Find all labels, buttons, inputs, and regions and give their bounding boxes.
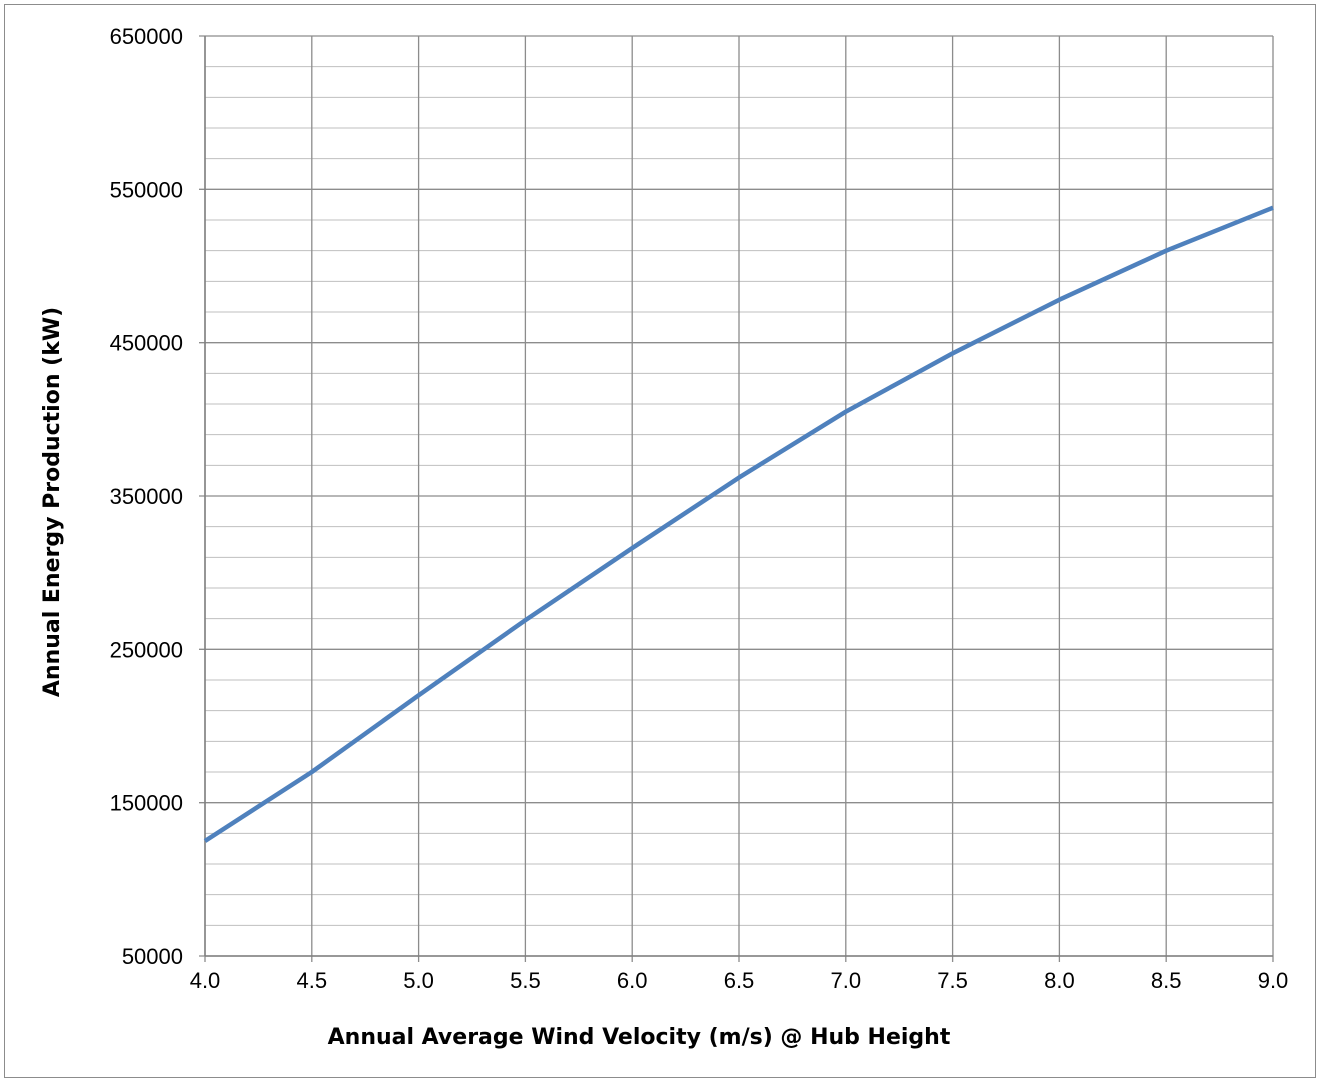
x-tick-label: 5.0 <box>403 968 434 993</box>
x-axis-ticks: 4.0 4.5 5.0 5.5 6.0 6.5 7.0 7.5 8.0 8.5 9.0 <box>190 968 1289 993</box>
y-tick-label: 350000 <box>110 484 183 509</box>
line-chart: 4.0 4.5 5.0 5.5 6.0 6.5 7.0 7.5 8.0 8.5 9.0 650000… <box>40 24 1289 1050</box>
series-line-0 <box>203 205 1274 843</box>
x-axis-title: Annual Average Wind Velocity (m/s) @ Hub… <box>328 1025 951 1050</box>
y-tick-label: 650000 <box>110 24 183 49</box>
y-tick-label: 250000 <box>110 637 183 662</box>
y-axis-ticks: 650000 550000 450000 350000 250000 150000 5000… <box>110 24 183 969</box>
x-tick-label: 8.0 <box>1044 968 1075 993</box>
x-tick-label: 9.0 <box>1258 968 1289 993</box>
x-tick-label: 6.5 <box>724 968 755 993</box>
chart-frame: 4.0 4.5 5.0 5.5 6.0 6.5 7.0 7.5 8.0 8.5 9.0 650000… <box>4 4 1316 1078</box>
x-tick-label: 4.0 <box>190 968 221 993</box>
y-axis-title: Annual Energy Production (kW) <box>40 307 65 697</box>
y-tick-label: 450000 <box>110 331 183 356</box>
x-tick-label: 8.5 <box>1151 968 1182 993</box>
y-tick-label: 550000 <box>110 177 183 202</box>
x-tick-label: 7.0 <box>831 968 862 993</box>
series <box>203 205 1274 843</box>
x-tick-label: 6.0 <box>617 968 648 993</box>
y-tick-label: 50000 <box>122 944 183 969</box>
x-tick-label: 4.5 <box>297 968 328 993</box>
axes <box>204 36 1273 957</box>
grid <box>199 35 1274 962</box>
y-tick-label: 150000 <box>110 791 183 816</box>
x-tick-label: 5.5 <box>510 968 541 993</box>
x-tick-label: 7.5 <box>937 968 968 993</box>
